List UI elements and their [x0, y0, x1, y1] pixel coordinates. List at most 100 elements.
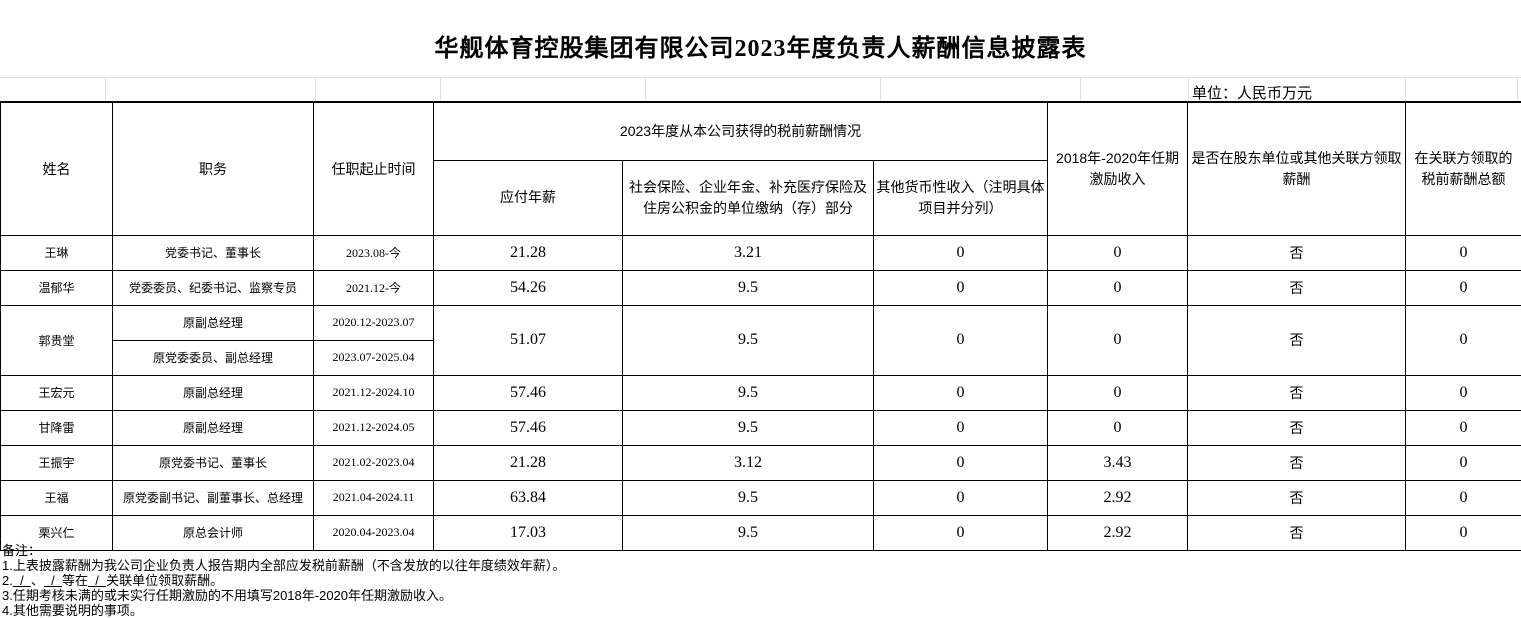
related-party-cell: 否: [1188, 305, 1406, 375]
position-cell: 原副总经理: [113, 375, 314, 410]
related-party-cell: 否: [1188, 270, 1406, 305]
insurance-cell: 9.5: [623, 515, 874, 550]
position-cell: 党委书记、董事长: [113, 235, 314, 270]
salary-cell: 21.28: [434, 445, 623, 480]
header-position: 职务: [113, 102, 314, 235]
tenure-cell: 2021.04-2024.11: [314, 480, 434, 515]
incentive-cell: 0: [1048, 305, 1188, 375]
gridline: [1405, 78, 1406, 102]
other-income-cell: 0: [874, 480, 1048, 515]
header-related-party-paid: 是否在股东单位或其他关联方领取薪酬: [1188, 102, 1406, 235]
related-total-cell: 0: [1406, 375, 1521, 410]
other-income-cell: 0: [874, 445, 1048, 480]
header-annual-salary: 应付年薪: [434, 160, 623, 235]
other-income-cell: 0: [874, 270, 1048, 305]
incentive-cell: 0: [1048, 270, 1188, 305]
table-row: 温郁华 党委委员、纪委书记、监察专员 2021.12-今 54.26 9.5 0…: [1, 270, 1521, 305]
name-cell: 甘降雷: [1, 410, 113, 445]
other-income-cell: 0: [874, 375, 1048, 410]
related-party-cell: 否: [1188, 515, 1406, 550]
related-party-cell: 否: [1188, 410, 1406, 445]
insurance-cell: 3.21: [623, 235, 874, 270]
incentive-cell: 0: [1048, 235, 1188, 270]
notes-label: 备注：: [2, 543, 565, 558]
related-total-cell: 0: [1406, 480, 1521, 515]
header-incentive: 2018年-2020年任期激励收入: [1048, 102, 1188, 235]
tenure-cell: 2021.12-2024.05: [314, 410, 434, 445]
incentive-cell: 2.92: [1048, 515, 1188, 550]
table-row: 王振宇 原党委书记、董事长 2021.02-2023.04 21.28 3.12…: [1, 445, 1521, 480]
tenure-cell: 2020.12-2023.07: [314, 305, 434, 340]
other-income-cell: 0: [874, 515, 1048, 550]
name-cell: 王福: [1, 480, 113, 515]
name-cell: 温郁华: [1, 270, 113, 305]
position-cell: 原副总经理: [113, 305, 314, 340]
gridline: [645, 78, 646, 102]
footnotes: 备注： 1.上表披露薪酬为我公司企业负责人报告期内全部应发税前薪酬（不含发放的以…: [2, 543, 565, 618]
tenure-cell: 2023.07-2025.04: [314, 340, 434, 375]
gridline: [1080, 78, 1081, 102]
gridline: [440, 78, 441, 102]
tenure-cell: 2021.02-2023.04: [314, 445, 434, 480]
table-row: 王琳 党委书记、董事长 2023.08-今 21.28 3.21 0 0 否 0: [1, 235, 1521, 270]
salary-cell: 21.28: [434, 235, 623, 270]
header-social-insurance: 社会保险、企业年金、补充医疗保险及住房公积金的单位缴纳（存）部分: [623, 160, 874, 235]
incentive-cell: 2.92: [1048, 480, 1188, 515]
note-1: 1.上表披露薪酬为我公司企业负责人报告期内全部应发税前薪酬（不含发放的以往年度绩…: [2, 558, 565, 573]
salary-cell: 57.46: [434, 375, 623, 410]
incentive-cell: 3.43: [1048, 445, 1188, 480]
gridline: [880, 78, 881, 102]
note-3: 3.任期考核未满的或未实行任期激励的不用填写2018年-2020年任期激励收入。: [2, 588, 565, 603]
header-salary-group: 2023年度从本公司获得的税前薪酬情况: [434, 102, 1048, 160]
insurance-cell: 9.5: [623, 410, 874, 445]
gridline: [1517, 78, 1518, 102]
incentive-cell: 0: [1048, 375, 1188, 410]
note-2: 2. / 、 / 等在 / 关联单位领取薪酬。: [2, 573, 565, 588]
table-row: 王福 原党委副书记、副董事长、总经理 2021.04-2024.11 63.84…: [1, 480, 1521, 515]
related-party-cell: 否: [1188, 375, 1406, 410]
related-party-cell: 否: [1188, 445, 1406, 480]
header-other-income: 其他货币性收入（注明具体项目并分列）: [874, 160, 1048, 235]
related-total-cell: 0: [1406, 410, 1521, 445]
salary-cell: 63.84: [434, 480, 623, 515]
position-cell: 党委委员、纪委书记、监察专员: [113, 270, 314, 305]
other-income-cell: 0: [874, 235, 1048, 270]
insurance-cell: 9.5: [623, 270, 874, 305]
insurance-cell: 9.5: [623, 305, 874, 375]
salary-disclosure-table: 姓名 职务 任职起止时间 2023年度从本公司获得的税前薪酬情况 2018年-2…: [0, 101, 1521, 551]
related-party-cell: 否: [1188, 235, 1406, 270]
name-cell: 王宏元: [1, 375, 113, 410]
other-income-cell: 0: [874, 410, 1048, 445]
salary-cell: 51.07: [434, 305, 623, 375]
header-name: 姓名: [1, 102, 113, 235]
position-cell: 原党委书记、董事长: [113, 445, 314, 480]
blank-slash: /: [44, 573, 62, 588]
name-cell: 王琳: [1, 235, 113, 270]
blank-slash: /: [13, 573, 31, 588]
related-party-cell: 否: [1188, 480, 1406, 515]
gridline: [105, 78, 106, 102]
tenure-cell: 2021.12-2024.10: [314, 375, 434, 410]
position-cell: 原党委委员、副总经理: [113, 340, 314, 375]
name-cell: 王振宇: [1, 445, 113, 480]
insurance-cell: 9.5: [623, 375, 874, 410]
position-cell: 原党委副书记、副董事长、总经理: [113, 480, 314, 515]
unit-label: 单位：人民币万元: [1192, 82, 1312, 103]
related-total-cell: 0: [1406, 445, 1521, 480]
table-row: 郭贵堂 原副总经理 2020.12-2023.07 51.07 9.5 0 0 …: [1, 305, 1521, 340]
position-cell: 原副总经理: [113, 410, 314, 445]
related-total-cell: 0: [1406, 515, 1521, 550]
header-tenure: 任职起止时间: [314, 102, 434, 235]
table-row: 甘降雷 原副总经理 2021.12-2024.05 57.46 9.5 0 0 …: [1, 410, 1521, 445]
blank-slash: /: [88, 573, 106, 588]
incentive-cell: 0: [1048, 410, 1188, 445]
name-cell: 郭贵堂: [1, 305, 113, 375]
related-total-cell: 0: [1406, 270, 1521, 305]
related-total-cell: 0: [1406, 235, 1521, 270]
related-total-cell: 0: [1406, 305, 1521, 375]
insurance-cell: 3.12: [623, 445, 874, 480]
tenure-cell: 2023.08-今: [314, 235, 434, 270]
insurance-cell: 9.5: [623, 480, 874, 515]
page-title: 华舰体育控股集团有限公司2023年度负责人薪酬信息披露表: [0, 28, 1521, 63]
